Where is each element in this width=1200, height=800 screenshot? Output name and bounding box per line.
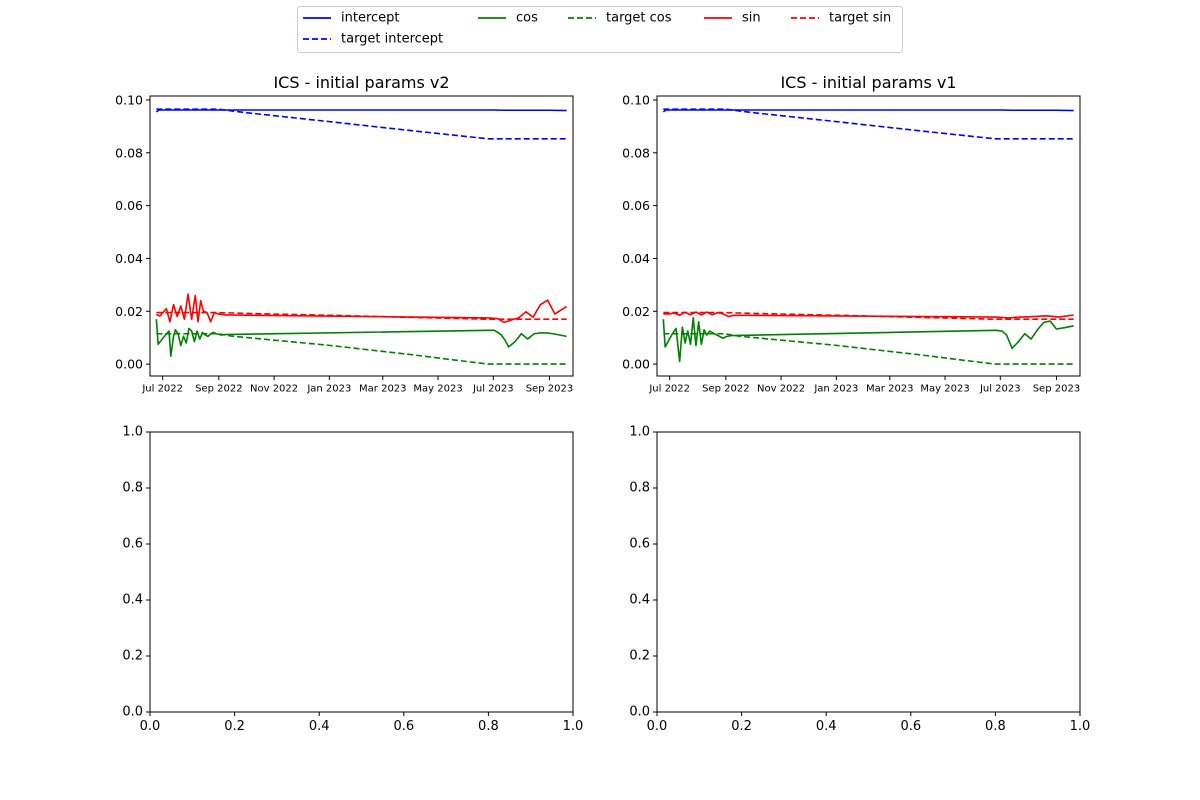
x-tick-label: Jul 2023 (472, 384, 514, 395)
x-tick-label: 0.2 (731, 719, 752, 734)
series-line-intercept (662, 109, 1074, 113)
legend-entry-cos: cos (478, 11, 538, 26)
y-tick-label: 0.10 (622, 92, 650, 107)
x-tick-label: May 2023 (920, 384, 969, 395)
y-tick-label: 0.8 (122, 481, 143, 496)
x-tick-label: Sep 2023 (526, 384, 573, 395)
axes-frame (656, 95, 1081, 377)
series-group (155, 108, 568, 365)
y-tick-label: 0.00 (622, 357, 650, 372)
legend-label: intercept (341, 11, 400, 26)
x-tick-label: Sep 2023 (1033, 384, 1080, 395)
subplot-4: 0.0 0.2 0.4 0.6 0.8 1.0 0.0 0.2 0.4 0.6 0.8 1.0 (629, 425, 1090, 735)
y-tick-label: 0.02 (622, 304, 650, 319)
subplot-3: 0.0 0.2 0.4 0.6 0.8 1.0 0.0 0.2 0.4 0.6 0.8 1.0 (122, 425, 583, 735)
y-tick-label: 0.6 (122, 537, 143, 552)
y-tick-label: 0.8 (629, 481, 650, 496)
y-tick-label: 0.10 (115, 92, 143, 107)
legend-entry-target-cos: target cos (568, 11, 672, 26)
x-tick-label: Jul 2022 (648, 384, 690, 395)
legend-frame (297, 6, 903, 53)
y-tick-label: 0.00 (115, 357, 143, 372)
y-tick-label: 0.06 (115, 198, 143, 213)
y-tick-label: 0.04 (622, 251, 650, 266)
x-tick-label: Mar 2023 (359, 384, 407, 395)
x-tick-label: 0.8 (478, 719, 499, 734)
subplot-2: 0.00 0.02 0.04 0.06 0.08 0.10 Jul 2022 Sep 2022… (622, 73, 1081, 395)
x-tick-label: Nov 2022 (250, 384, 298, 395)
series-line-target-cos (663, 332, 1074, 365)
legend-label: sin (742, 11, 761, 26)
x-tick-label: Mar 2023 (866, 384, 914, 395)
axes-frame (149, 95, 574, 377)
series-line-target-sin (156, 311, 567, 321)
y-tick-label: 0.2 (122, 649, 143, 664)
x-tick-label: Jul 2022 (141, 384, 183, 395)
series-line-sin (156, 293, 568, 324)
chart-title: ICS - initial params v2 (273, 73, 449, 92)
y-tick-label: 0.08 (622, 145, 650, 160)
x-tick-label: 0.2 (224, 719, 245, 734)
y-tick-label: 0.6 (629, 537, 650, 552)
x-tick-label: 0.0 (647, 719, 668, 734)
series-line-target-intercept (156, 108, 567, 140)
x-tick-label: 0.4 (309, 719, 330, 734)
y-tick-label: 0.4 (629, 593, 650, 608)
y-tick-label: 0.08 (115, 145, 143, 160)
x-tick-label: 0.8 (985, 719, 1006, 734)
x-tick-label: 1.0 (563, 719, 584, 734)
x-tick-label: May 2023 (413, 384, 462, 395)
series-line-target-sin (663, 311, 1074, 321)
x-tick-label: 0.0 (140, 719, 161, 734)
y-tick-label: 0.04 (115, 251, 143, 266)
x-tick-label: Jan 2023 (813, 384, 858, 395)
legend-label: target cos (606, 11, 672, 26)
x-tick-label: 0.6 (393, 719, 414, 734)
axes-frame (149, 431, 574, 713)
legend-entry-target-intercept: target intercept (303, 32, 443, 47)
series-line-target-cos (156, 332, 567, 365)
y-tick-label: 1.0 (629, 425, 650, 440)
y-tick-label: 0.02 (115, 304, 143, 319)
legend-entry-intercept: intercept (303, 11, 400, 26)
x-tick-label: Sep 2022 (702, 384, 749, 395)
legend: intercept target intercept cos target cos si… (297, 6, 903, 53)
y-tick-label: 0.0 (629, 705, 650, 720)
legend-entry-target-sin: target sin (791, 11, 891, 26)
legend-entry-sin: sin (704, 11, 761, 26)
legend-label: cos (516, 11, 538, 26)
y-tick-label: 0.06 (622, 198, 650, 213)
series-line-intercept (155, 109, 567, 113)
x-tick-label: Sep 2022 (195, 384, 242, 395)
axes-frame (656, 431, 1081, 713)
x-tick-label: Nov 2022 (757, 384, 805, 395)
legend-label: target intercept (341, 32, 443, 47)
y-tick-label: 1.0 (122, 425, 143, 440)
subplot-1: 0.00 0.02 0.04 0.06 0.08 0.10 Jul 2022 Sep 2022… (115, 73, 574, 395)
y-tick-label: 0.0 (122, 705, 143, 720)
x-tick-label: 1.0 (1070, 719, 1091, 734)
legend-label: target sin (829, 11, 891, 26)
x-tick-label: 0.6 (900, 719, 921, 734)
series-group (662, 108, 1074, 365)
chart-title: ICS - initial params v1 (780, 73, 956, 92)
series-line-target-intercept (663, 108, 1074, 140)
x-tick-label: Jan 2023 (306, 384, 351, 395)
y-tick-label: 0.4 (122, 593, 143, 608)
x-tick-label: Jul 2023 (979, 384, 1021, 395)
x-tick-label: 0.4 (816, 719, 837, 734)
series-line-cos (662, 317, 1074, 363)
y-tick-label: 0.2 (629, 649, 650, 664)
subplot-grid: 0.00 0.02 0.04 0.06 0.08 0.10 Jul 2022 Sep 2022… (115, 73, 1090, 734)
